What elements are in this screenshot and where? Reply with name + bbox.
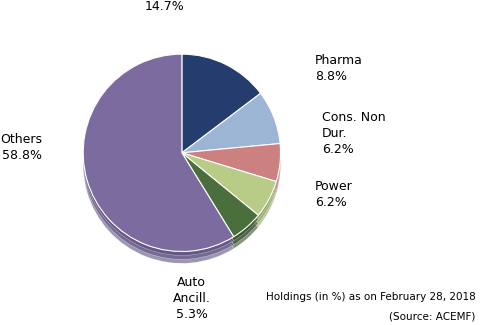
Text: Holdings (in %) as on February 28, 2018: Holdings (in %) as on February 28, 2018 bbox=[265, 292, 474, 302]
Wedge shape bbox=[182, 155, 280, 193]
Text: Cons. Non
Dur.
6.2%: Cons. Non Dur. 6.2% bbox=[321, 111, 385, 156]
Wedge shape bbox=[83, 66, 233, 263]
Wedge shape bbox=[182, 97, 280, 157]
Wedge shape bbox=[182, 62, 260, 161]
Wedge shape bbox=[83, 62, 233, 259]
Wedge shape bbox=[182, 161, 258, 245]
Wedge shape bbox=[182, 165, 258, 249]
Wedge shape bbox=[182, 144, 280, 182]
Text: Others
58.8%: Others 58.8% bbox=[0, 133, 42, 162]
Wedge shape bbox=[83, 58, 233, 255]
Wedge shape bbox=[182, 66, 260, 165]
Wedge shape bbox=[182, 93, 280, 153]
Wedge shape bbox=[182, 144, 280, 182]
Text: Financials
14.7%: Financials 14.7% bbox=[133, 0, 195, 13]
Wedge shape bbox=[182, 153, 258, 237]
Wedge shape bbox=[182, 54, 260, 153]
Wedge shape bbox=[182, 148, 280, 186]
Wedge shape bbox=[182, 153, 276, 215]
Wedge shape bbox=[182, 153, 258, 237]
Wedge shape bbox=[182, 165, 276, 227]
Wedge shape bbox=[182, 93, 280, 153]
Wedge shape bbox=[182, 153, 276, 215]
Wedge shape bbox=[182, 157, 276, 219]
Wedge shape bbox=[182, 151, 280, 189]
Text: (Source: ACEMF): (Source: ACEMF) bbox=[388, 312, 474, 322]
Text: Pharma
8.8%: Pharma 8.8% bbox=[315, 55, 362, 84]
Text: Auto
Ancill.
5.3%: Auto Ancill. 5.3% bbox=[172, 276, 210, 321]
Wedge shape bbox=[83, 54, 233, 252]
Wedge shape bbox=[182, 58, 260, 157]
Wedge shape bbox=[182, 54, 260, 153]
Wedge shape bbox=[182, 157, 258, 241]
Text: Power
6.2%: Power 6.2% bbox=[315, 180, 352, 209]
Wedge shape bbox=[182, 105, 280, 165]
Wedge shape bbox=[182, 161, 276, 223]
Wedge shape bbox=[182, 101, 280, 161]
Wedge shape bbox=[83, 54, 233, 252]
